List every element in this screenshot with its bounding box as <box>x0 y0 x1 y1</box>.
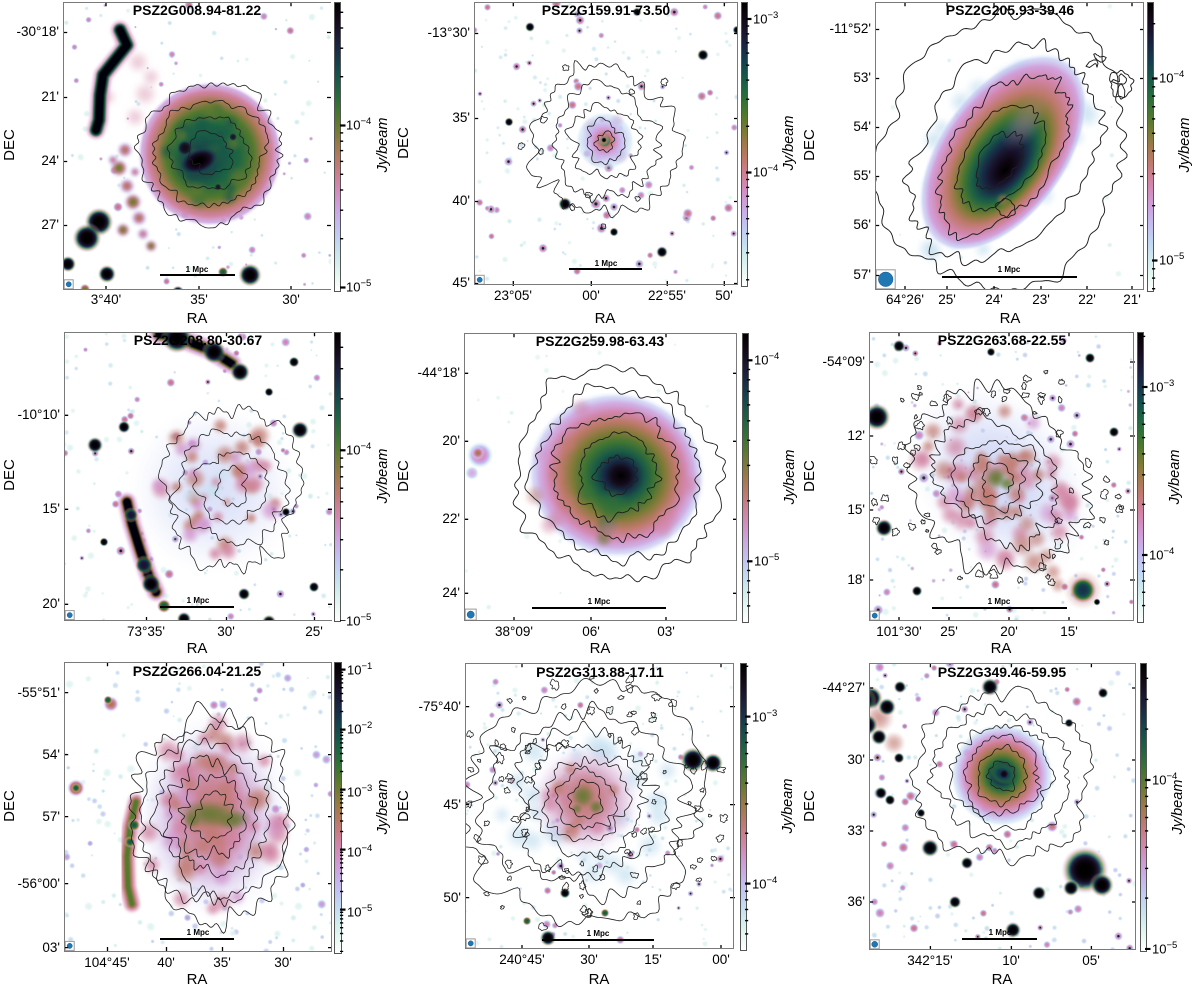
svg-text:1 Mpc: 1 Mpc <box>186 928 209 937</box>
svg-text:1 Mpc: 1 Mpc <box>594 259 617 268</box>
svg-text:1 Mpc: 1 Mpc <box>988 928 1011 937</box>
svg-text:1 Mpc: 1 Mpc <box>998 265 1021 274</box>
svg-text:1 Mpc: 1 Mpc <box>186 265 209 274</box>
svg-text:1 Mpc: 1 Mpc <box>587 929 610 938</box>
svg-text:1 Mpc: 1 Mpc <box>186 596 209 605</box>
svg-text:1 Mpc: 1 Mpc <box>988 597 1011 606</box>
svg-text:1 Mpc: 1 Mpc <box>588 597 611 606</box>
